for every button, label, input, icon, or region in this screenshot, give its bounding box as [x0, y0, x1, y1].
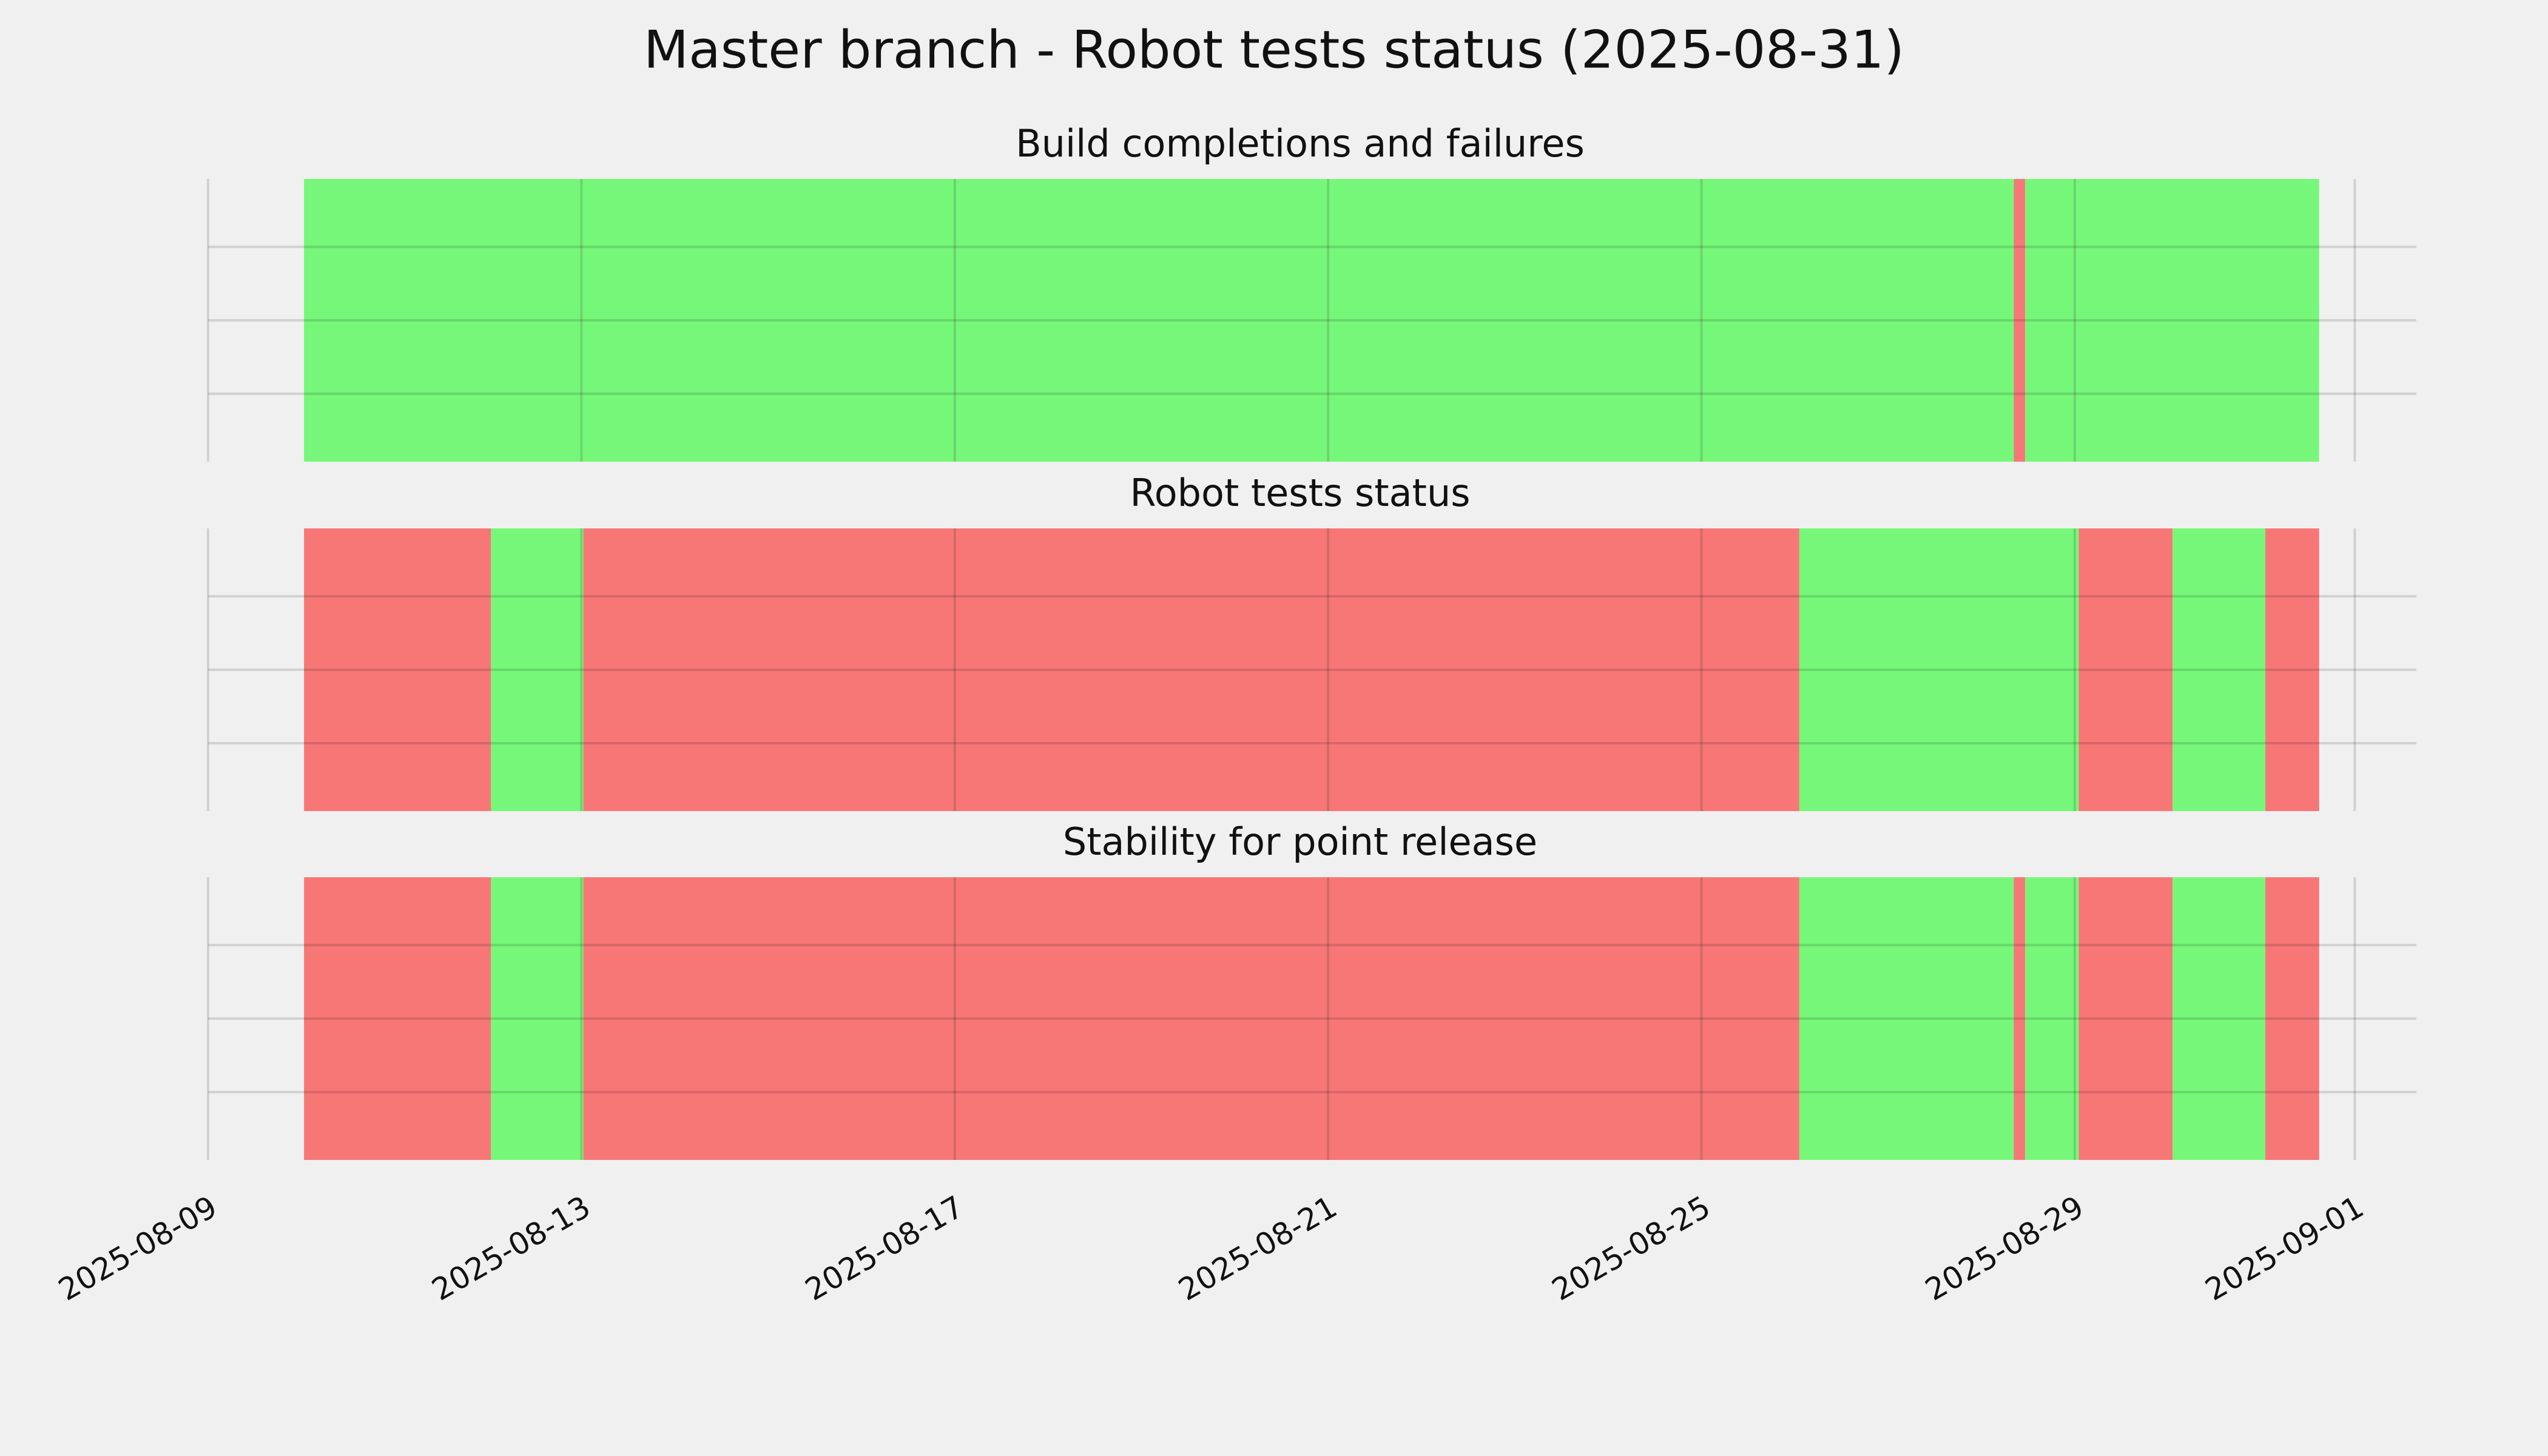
status-span	[2025, 179, 2319, 462]
status-span	[2172, 528, 2266, 811]
status-span	[304, 877, 491, 1160]
status-span	[491, 877, 584, 1160]
status-span	[1799, 528, 2079, 811]
status-span	[304, 528, 491, 811]
status-span	[2172, 877, 2266, 1160]
status-span	[2078, 528, 2173, 811]
status-span	[583, 528, 1799, 811]
chart-title: Master branch - Robot tests status (2025…	[644, 19, 1904, 80]
panel-title: Stability for point release	[1063, 820, 1537, 864]
status-span	[491, 528, 584, 811]
status-span	[2265, 528, 2319, 811]
status-span	[304, 179, 2014, 462]
status-span	[2014, 877, 2026, 1160]
status-span	[1799, 877, 2014, 1160]
panel-title: Robot tests status	[1130, 471, 1470, 515]
status-span	[2265, 877, 2319, 1160]
status-span	[2078, 877, 2173, 1160]
status-span	[583, 877, 1799, 1160]
panel-title: Build completions and failures	[1016, 121, 1585, 166]
status-span	[2014, 179, 2026, 462]
status-span	[2025, 877, 2079, 1160]
